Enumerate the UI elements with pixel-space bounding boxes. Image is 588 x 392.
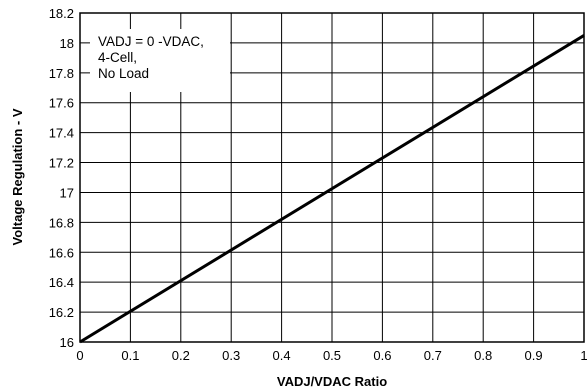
y-tick-label: 16.2 <box>49 305 74 320</box>
x-tick-label: 0.1 <box>121 348 139 363</box>
y-tick-label: 17.8 <box>49 66 74 81</box>
y-tick-label: 16.4 <box>49 275 74 290</box>
series-line <box>79 34 585 344</box>
annotation-box <box>90 29 230 92</box>
series-group <box>79 34 585 344</box>
annotation-line-1: VADJ = 0 -VDAC, <box>98 34 204 49</box>
x-tick-label: 0.2 <box>172 348 190 363</box>
x-tick-label: 1 <box>580 348 587 363</box>
x-axis-ticks: 0 0.1 0.2 0.3 0.4 0.5 0.6 0.7 0.8 0.9 1 <box>76 348 587 363</box>
x-tick-label: 0.8 <box>474 348 492 363</box>
x-tick-label: 0 <box>76 348 83 363</box>
y-tick-label: 17.6 <box>49 96 74 111</box>
y-tick-label: 16.8 <box>49 215 74 230</box>
x-axis-title: VADJ/VDAC Ratio <box>277 374 387 389</box>
x-tick-label: 0.6 <box>373 348 391 363</box>
y-tick-label: 16 <box>60 335 74 350</box>
y-tick-label: 18 <box>60 36 74 51</box>
x-tick-label: 0.7 <box>424 348 442 363</box>
y-axis-ticks: 16 16.2 16.4 16.6 16.8 17 17.2 17.4 17.6 17.8 18 18… <box>49 6 74 350</box>
y-tick-label: 17 <box>60 185 74 200</box>
y-tick-label: 18.2 <box>49 6 74 21</box>
x-tick-label: 0.5 <box>323 348 341 363</box>
x-tick-label: 0.3 <box>222 348 240 363</box>
y-tick-label: 17.4 <box>49 126 74 141</box>
annotation-line-3: No Load <box>98 66 149 81</box>
plot-frame <box>79 12 585 343</box>
x-tick-label: 0.9 <box>525 348 543 363</box>
x-tick-label: 0.4 <box>273 348 291 363</box>
annotation-line-2: 4-Cell, <box>98 50 137 65</box>
y-tick-label: 17.2 <box>49 156 74 171</box>
y-tick-label: 16.6 <box>49 245 74 260</box>
y-axis-title: Voltage Regulation - V <box>10 108 25 245</box>
